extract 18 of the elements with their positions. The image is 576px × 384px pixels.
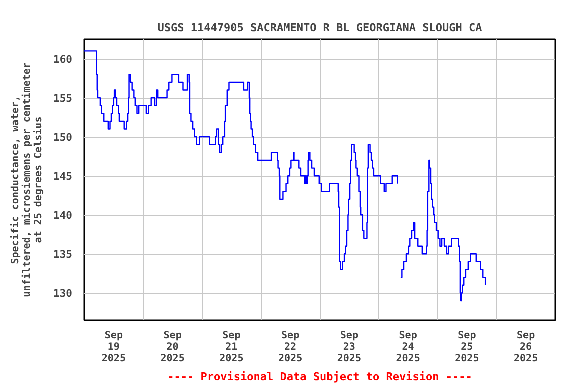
x-tick-label: Sep 26 2025 (514, 330, 538, 365)
y-tick-label: 155 (54, 93, 73, 106)
y-tick-label: 130 (54, 288, 73, 300)
y-tick-label: 150 (54, 132, 73, 144)
x-tick-label: Sep 24 2025 (396, 330, 420, 365)
x-tick-label: Sep 23 2025 (337, 330, 362, 365)
y-tick-label: 135 (54, 249, 73, 262)
x-tick-label: Sep 21 2025 (220, 330, 244, 365)
y-axis-title: Specific conductance, water, unfiltered, microsiemens per centimeter at 25 degrees Celsius (9, 62, 45, 298)
chart-title: USGS 11447905 SACRAMENTO R BL GEORGIANA SLOUGH CA (158, 22, 483, 34)
x-tick-label: Sep 22 2025 (278, 330, 303, 365)
y-tick-label: 140 (54, 210, 73, 222)
x-tick-label: Sep 19 2025 (102, 330, 126, 365)
x-tick-label: Sep 25 2025 (455, 330, 480, 365)
text: ---- Provisional Data Subject to Revision ---- (168, 370, 472, 384)
y-tick-label: 145 (54, 171, 73, 184)
y-tick-label: 160 (54, 54, 73, 66)
x-tick-label: Sep 20 2025 (160, 330, 185, 365)
